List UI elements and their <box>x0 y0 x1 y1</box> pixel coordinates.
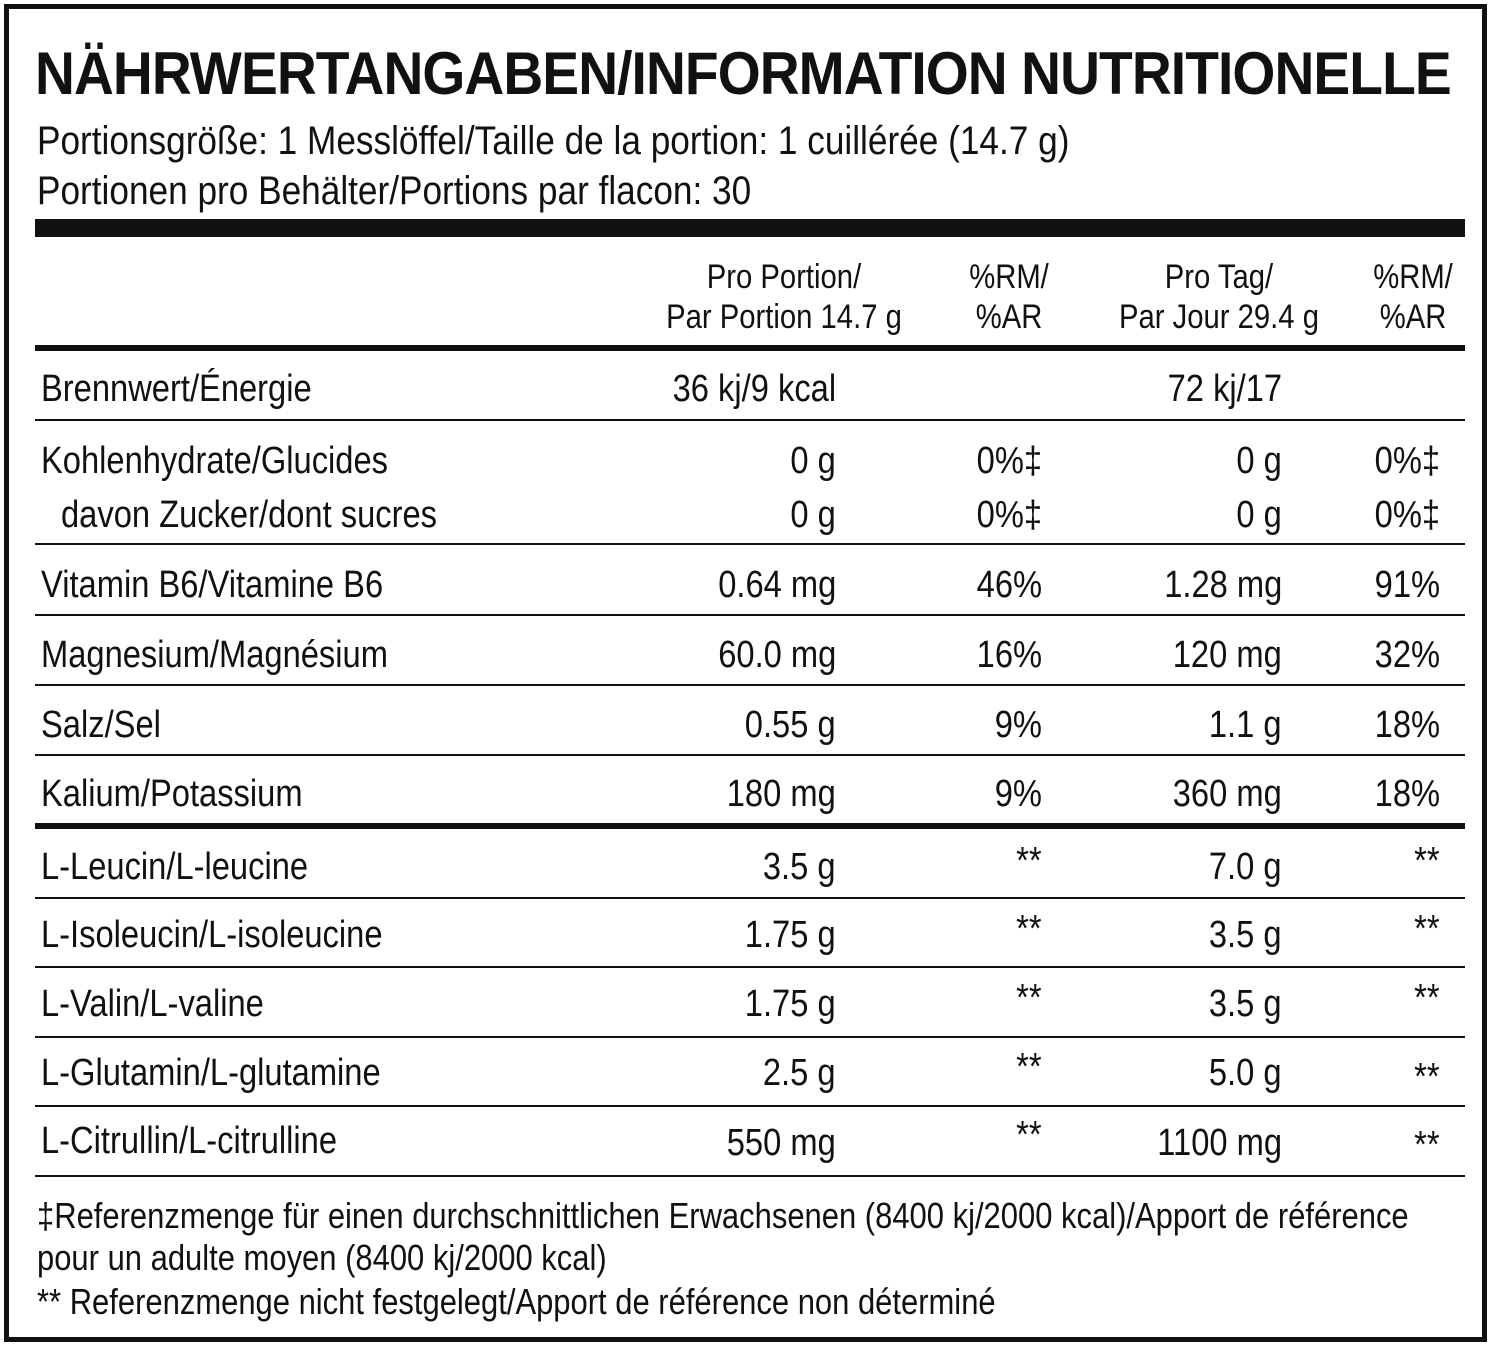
serving-size: Portionsgröße: 1 Messlöffel/Taille de la… <box>37 119 1070 163</box>
row-divider <box>35 684 1465 686</box>
row-value-vitamin-b6-portion: 0.64 mg <box>717 564 836 606</box>
row-rm-valine-day: ** <box>1414 977 1440 1019</box>
row-value-magnesium-portion: 60.0 mg <box>717 634 836 676</box>
row-label-magnesium: Magnesium/Magnésium <box>41 634 388 676</box>
row-rm-potassium-portion: 9% <box>994 773 1042 815</box>
col-header-rm-1-line1: %RM/ <box>969 258 1049 296</box>
row-value-valine-day: 3.5 g <box>1209 983 1282 1025</box>
col-header-rm-1: %RM/ %AR <box>957 257 1060 337</box>
row-rm-carbohydrates-day: 0%‡ <box>1374 440 1440 482</box>
row-rm-glutamine-portion: ** <box>1016 1046 1042 1088</box>
row-value-energy-day: 72 kj/17 <box>1167 368 1282 410</box>
footnote-not-set: ** Referenzmenge nicht festgelegt/Apport… <box>37 1281 996 1322</box>
row-label-energy: Brennwert/Énergie <box>41 368 312 410</box>
row-value-isoleucine-portion: 1.75 g <box>745 914 836 956</box>
row-rm-magnesium-day: 32% <box>1374 634 1440 676</box>
row-label-salt: Salz/Sel <box>41 704 161 746</box>
row-value-isoleucine-day: 3.5 g <box>1209 914 1282 956</box>
row-value-magnesium-day: 120 mg <box>1172 634 1282 676</box>
row-label-valine: L-Valin/L-valine <box>41 983 264 1025</box>
table-top-rule <box>35 345 1465 351</box>
table-bottom-rule <box>35 1175 1465 1177</box>
row-divider <box>35 1036 1465 1038</box>
col-header-per-portion: Pro Portion/ Par Portion 14.7 g <box>659 257 908 337</box>
row-label-potassium: Kalium/Potassium <box>41 773 303 815</box>
row-value-carbohydrates-portion: 0 g <box>790 440 836 482</box>
row-value-leucine-portion: 3.5 g <box>763 846 836 888</box>
row-rm-sugars-day: 0%‡ <box>1374 494 1440 536</box>
col-header-rm-2-line2: %AR <box>1379 298 1447 336</box>
row-rm-isoleucine-day: ** <box>1414 908 1440 950</box>
row-label-isoleucine: L-Isoleucin/L-isoleucine <box>41 914 383 956</box>
row-rm-valine-portion: ** <box>1016 977 1042 1019</box>
row-value-sugars-day: 0 g <box>1236 494 1282 536</box>
row-value-sugars-portion: 0 g <box>790 494 836 536</box>
row-divider <box>35 543 1465 545</box>
row-divider <box>35 897 1465 899</box>
row-divider <box>35 754 1465 756</box>
panel-title: NÄHRWERTANGABEN/INFORMATION NUTRITIONELL… <box>35 40 1452 107</box>
footnote-reference-line1: ‡Referenzmenge für einen durchschnittlic… <box>37 1195 1409 1236</box>
row-value-citrulline-day: 1100 mg <box>1157 1122 1282 1164</box>
row-value-vitamin-b6-day: 1.28 mg <box>1163 564 1282 606</box>
row-value-leucine-day: 7.0 g <box>1209 846 1282 888</box>
row-divider <box>35 614 1465 616</box>
row-value-salt-portion: 0.55 g <box>745 704 836 746</box>
row-label-leucine: L-Leucin/L-leucine <box>41 846 309 888</box>
row-value-valine-portion: 1.75 g <box>745 983 836 1025</box>
row-divider <box>35 1105 1465 1107</box>
col-header-per-day-line2: Par Jour 29.4 g <box>1119 298 1319 336</box>
row-rm-glutamine-day: ** <box>1414 1056 1440 1098</box>
row-value-glutamine-day: 5.0 g <box>1209 1052 1282 1094</box>
row-value-glutamine-portion: 2.5 g <box>763 1052 836 1094</box>
col-header-rm-2: %RM/ %AR <box>1361 257 1464 337</box>
row-rm-potassium-day: 18% <box>1374 773 1440 815</box>
col-header-per-day: Pro Tag/ Par Jour 29.4 g <box>1107 257 1331 337</box>
col-header-per-portion-line1: Pro Portion/ <box>706 258 862 296</box>
row-divider <box>35 419 1465 421</box>
row-rm-citrulline-day: ** <box>1414 1124 1440 1166</box>
row-rm-salt-portion: 9% <box>994 704 1042 746</box>
row-rm-vitamin-b6-portion: 46% <box>976 564 1042 606</box>
row-value-salt-day: 1.1 g <box>1209 704 1282 746</box>
row-value-citrulline-portion: 550 mg <box>726 1122 836 1164</box>
row-rm-magnesium-portion: 16% <box>976 634 1042 676</box>
col-header-rm-2-line1: %RM/ <box>1373 258 1453 296</box>
row-rm-vitamin-b6-day: 91% <box>1374 564 1440 606</box>
header-divider <box>35 219 1465 237</box>
row-rm-leucine-day: ** <box>1414 840 1440 882</box>
row-rm-leucine-portion: ** <box>1016 840 1042 882</box>
row-value-carbohydrates-day: 0 g <box>1236 440 1282 482</box>
row-label-carbohydrates: Kohlenhydrate/Glucides <box>41 440 388 482</box>
row-label-citrulline: L-Citrullin/L-citrulline <box>41 1120 338 1162</box>
nutrition-facts-panel: NÄHRWERTANGABEN/INFORMATION NUTRITIONELL… <box>4 4 1487 1342</box>
row-value-potassium-day: 360 mg <box>1172 773 1282 815</box>
col-header-per-portion-line2: Par Portion 14.7 g <box>666 298 902 336</box>
row-label-glutamine: L-Glutamin/L-glutamine <box>41 1052 381 1094</box>
row-rm-salt-day: 18% <box>1374 704 1440 746</box>
row-rm-citrulline-portion: ** <box>1016 1114 1042 1156</box>
col-header-rm-1-line2: %AR <box>975 298 1043 336</box>
section-divider <box>35 823 1465 829</box>
row-value-energy-portion: 36 kj/9 kcal <box>672 368 836 410</box>
row-label-sugars: davon Zucker/dont sucres <box>61 494 438 536</box>
col-header-per-day-line1: Pro Tag/ <box>1164 258 1274 296</box>
footnote-reference-line2: pour un adulte moyen (8400 kj/2000 kcal) <box>37 1237 607 1278</box>
row-label-vitamin-b6: Vitamin B6/Vitamine B6 <box>41 564 384 606</box>
row-divider <box>35 966 1465 968</box>
servings-per-container: Portionen pro Behälter/Portions par flac… <box>37 169 752 213</box>
row-value-potassium-portion: 180 mg <box>726 773 836 815</box>
row-rm-sugars-portion: 0%‡ <box>976 494 1042 536</box>
row-rm-carbohydrates-portion: 0%‡ <box>976 440 1042 482</box>
row-rm-isoleucine-portion: ** <box>1016 908 1042 950</box>
